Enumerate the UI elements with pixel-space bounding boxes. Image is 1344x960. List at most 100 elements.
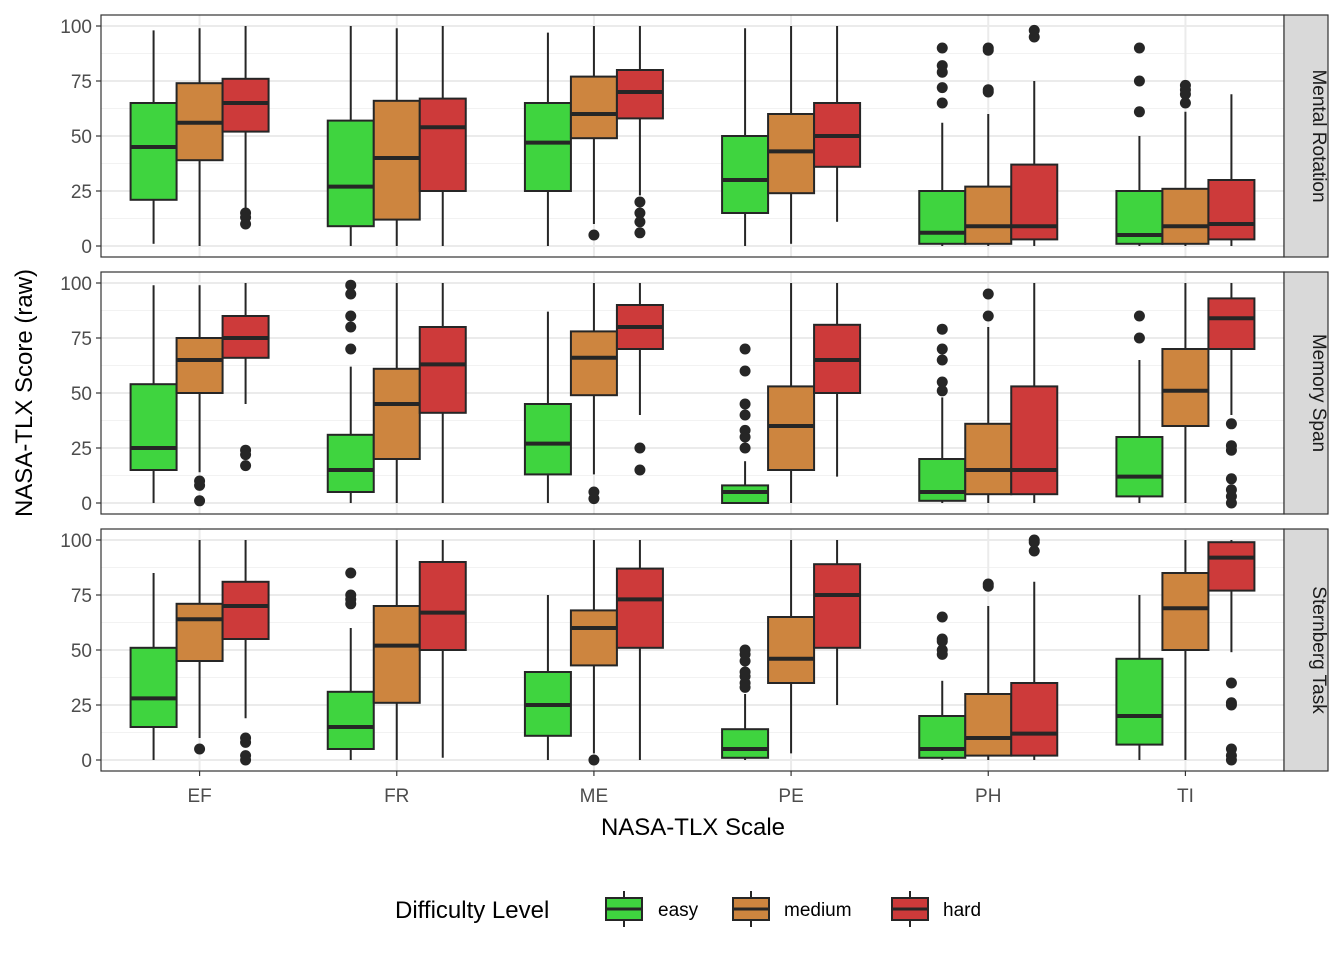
- box-body: [221, 580, 270, 640]
- facet-panel: 0 25 50 75 100 Memory Span: [60, 271, 1329, 515]
- outlier-point: [982, 310, 994, 322]
- box-body: [964, 422, 1013, 496]
- box-hard: [418, 283, 467, 503]
- box-medium: [569, 283, 618, 505]
- box-easy: [918, 611, 967, 760]
- outlier-point: [936, 42, 948, 54]
- legend: Difficulty Level easy medium hard: [395, 891, 981, 927]
- box-medium: [767, 26, 816, 244]
- box-easy: [1115, 595, 1164, 760]
- box-hard: [221, 540, 270, 766]
- outlier-point: [240, 460, 252, 472]
- y-tick-label: 25: [71, 439, 92, 460]
- box-medium: [1161, 283, 1210, 503]
- legend-label: easy: [658, 900, 699, 921]
- box-hard: [221, 283, 270, 472]
- box-body: [326, 690, 375, 750]
- box-body: [964, 185, 1013, 245]
- outlier-point: [1225, 497, 1237, 509]
- y-tick-label: 100: [60, 17, 92, 38]
- box-hard: [418, 26, 467, 246]
- outlier-point: [1225, 418, 1237, 430]
- box-easy: [1115, 42, 1164, 246]
- box-medium: [372, 28, 421, 246]
- box-body: [767, 385, 816, 471]
- box-hard: [1207, 94, 1256, 246]
- box-body: [615, 69, 664, 120]
- outlier-point: [345, 343, 357, 355]
- facet-strip-label: Sternberg Task: [1308, 586, 1329, 714]
- outlier-point: [982, 578, 994, 590]
- outlier-point: [936, 633, 948, 645]
- outlier-point: [936, 82, 948, 94]
- outlier-point: [1133, 42, 1145, 54]
- outlier-point: [1225, 699, 1237, 711]
- legend-title: Difficulty Level: [395, 897, 549, 924]
- box-hard: [615, 283, 664, 476]
- box-body: [569, 609, 618, 667]
- box-medium: [175, 28, 224, 246]
- box-body: [372, 99, 421, 221]
- box-easy: [326, 279, 375, 503]
- box-hard: [1207, 540, 1256, 766]
- box-easy: [129, 573, 178, 760]
- box-body: [1161, 348, 1210, 427]
- box-medium: [964, 288, 1013, 503]
- facet-panels: 0 25 50 75 100 Mental Rotation 0 25 50 75 100 Memor…: [60, 14, 1329, 772]
- box-body: [326, 119, 375, 228]
- box-medium: [1161, 540, 1210, 760]
- box-body: [964, 693, 1013, 757]
- box-body: [918, 190, 967, 245]
- box-medium: [569, 26, 618, 241]
- box-hard: [813, 540, 862, 705]
- outlier-point: [936, 644, 948, 656]
- outlier-point: [194, 743, 206, 755]
- y-tick-label: 25: [71, 696, 92, 717]
- outlier-point: [1225, 473, 1237, 485]
- outlier-point: [739, 409, 751, 421]
- outlier-point: [1133, 106, 1145, 118]
- y-tick-label: 50: [71, 127, 92, 148]
- y-tick-label: 50: [71, 384, 92, 405]
- box-medium: [767, 283, 816, 503]
- outlier-point: [240, 736, 252, 748]
- outlier-point: [936, 343, 948, 355]
- box-easy: [1115, 310, 1164, 503]
- box-body: [813, 563, 862, 649]
- outlier-point: [194, 495, 206, 507]
- box-body: [221, 77, 270, 133]
- legend-key-easy: [605, 891, 643, 927]
- box-easy: [523, 595, 572, 760]
- outlier-point: [936, 354, 948, 366]
- box-easy: [129, 30, 178, 244]
- outlier-point: [739, 442, 751, 454]
- legend-key-medium: [732, 891, 770, 927]
- box-hard: [813, 283, 862, 477]
- facet-panel: 0 25 50 75 100 Sternberg Task: [60, 528, 1329, 772]
- box-easy: [129, 285, 178, 503]
- outlier-point: [739, 365, 751, 377]
- box-body: [326, 433, 375, 493]
- box-body: [1207, 297, 1256, 350]
- outlier-point: [739, 424, 751, 436]
- y-axis-title: NASA-TLX Score (raw): [11, 269, 38, 517]
- outlier-point: [1133, 332, 1145, 344]
- box-body: [1207, 541, 1256, 592]
- outlier-point: [936, 376, 948, 388]
- box-easy: [918, 42, 967, 246]
- box-easy: [721, 28, 770, 246]
- box-body: [372, 367, 421, 460]
- box-medium: [372, 283, 421, 503]
- outlier-point: [1133, 75, 1145, 87]
- outlier-point: [1133, 310, 1145, 322]
- box-hard: [1010, 534, 1059, 760]
- y-tick-label: 75: [71, 329, 92, 350]
- box-hard: [615, 26, 664, 239]
- box-medium: [1161, 79, 1210, 246]
- box-body: [418, 97, 467, 192]
- outlier-point: [1028, 24, 1040, 36]
- y-tick-label: 75: [71, 586, 92, 607]
- x-axis: EF FR ME PE PH TI: [187, 771, 1194, 807]
- box-body: [569, 75, 618, 140]
- box-body: [1010, 682, 1059, 757]
